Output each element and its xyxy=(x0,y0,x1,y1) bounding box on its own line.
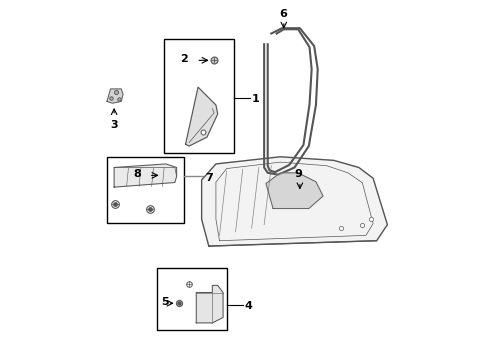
Polygon shape xyxy=(114,164,176,187)
Text: 8: 8 xyxy=(134,169,141,179)
Polygon shape xyxy=(107,89,123,103)
Bar xyxy=(107,157,183,223)
Text: 5: 5 xyxy=(161,297,168,307)
Text: 3: 3 xyxy=(110,120,118,130)
Text: 7: 7 xyxy=(205,173,212,183)
Text: 2: 2 xyxy=(180,54,187,64)
Text: 1: 1 xyxy=(251,94,259,104)
Polygon shape xyxy=(185,87,217,146)
Text: 6: 6 xyxy=(279,9,286,18)
Text: 4: 4 xyxy=(244,301,251,311)
Bar xyxy=(157,267,226,330)
Polygon shape xyxy=(196,285,223,323)
Bar xyxy=(164,39,233,153)
Polygon shape xyxy=(265,173,323,208)
Text: 9: 9 xyxy=(294,169,302,179)
Polygon shape xyxy=(201,157,386,246)
